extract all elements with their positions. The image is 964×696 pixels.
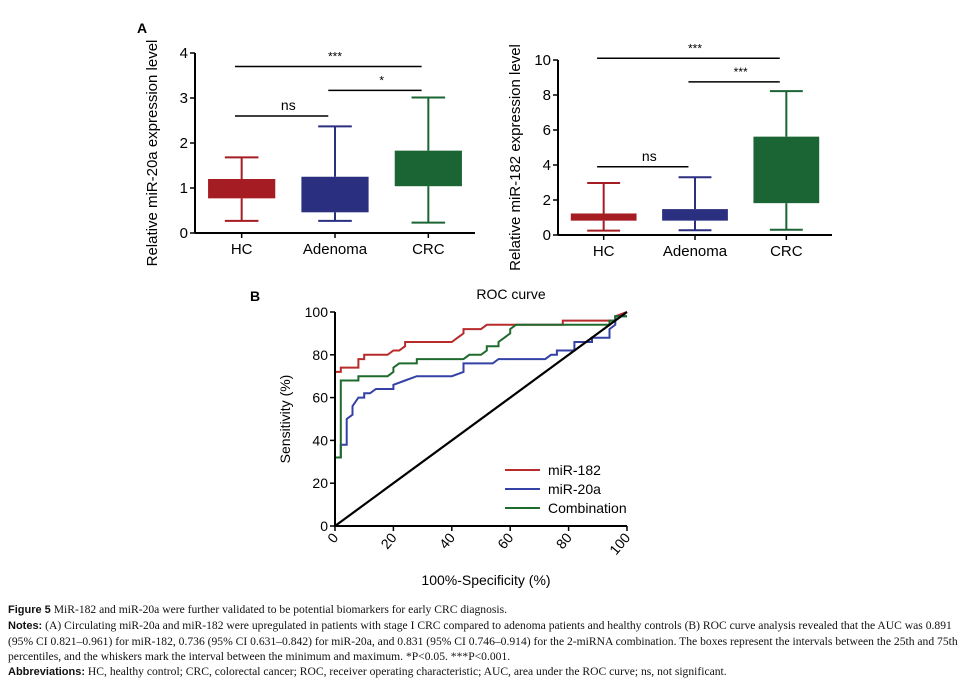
y-tick-label: 40 [312,432,328,448]
legend-label: miR-20a [548,481,601,497]
box-iqr [394,150,462,187]
x-tick-label: 0 [324,529,341,545]
y-tick-label: 6 [543,122,551,139]
y-tick-label: 2 [543,192,551,209]
x-tick-label: HC [231,241,253,258]
significance-label: *** [688,41,702,55]
x-tick-label: 40 [436,529,458,551]
x-tick-label: 100 [606,529,633,557]
y-axis-label: Sensitivity (%) [277,375,293,464]
y-tick-label: 0 [320,518,328,534]
y-tick-label: 4 [543,157,551,174]
x-tick-label: Adenoma [663,243,728,260]
legend: miR-182 miR-20a Combination [505,462,627,516]
figure-label: Figure 5 [8,604,51,616]
figure-title: MiR-182 and miR-20a were further validat… [53,603,508,616]
box-plot-mir20a: 0 1 2 3 4 HC Adenoma CRC Relative miR-20a expres… [144,40,475,267]
box-iqr [301,176,369,213]
abbreviations-text: HC, healthy control; CRC, colorectal can… [87,665,727,678]
notes-text: (A) Circulating miR-20a and miR-182 were… [8,619,958,663]
roc-line-reference [334,311,628,527]
x-tick-label: 60 [494,529,516,551]
y-tick-label: 1 [180,180,188,197]
y-tick-label: 100 [305,304,329,320]
x-tick-label: HC [593,243,615,260]
abbreviations-label: Abbreviations: [8,666,86,678]
box-iqr [662,209,728,221]
x-tick-label: CRC [770,243,803,260]
box-hc [570,182,637,232]
legend-label: miR-182 [548,462,601,478]
significance-label: ns [281,97,296,113]
y-tick-label: 8 [543,87,551,104]
y-tick-label: 20 [312,475,328,491]
y-tick-label: 2 [180,135,188,152]
significance-label: *** [328,50,342,64]
box-iqr [208,179,276,199]
significance-label: *** [734,65,748,79]
roc-line-combination [334,315,627,526]
box-hc [208,156,276,222]
x-tick-label: Adenoma [303,241,368,258]
y-tick-label: 0 [180,225,188,242]
x-tick-label: 20 [377,529,399,551]
roc-chart: ROC curve 0 20 40 60 80 100 0 20 40 60 80 100 Sensiti… [277,286,633,588]
figure-caption: Figure 5 MiR-182 and miR-20a were furthe… [8,602,960,680]
roc-line-mir-182 [334,311,628,526]
box-plot-mir182: 0 2 4 6 8 10 HC Adenoma CRC Relative miR-182 expr… [507,41,832,271]
box-iqr [753,136,820,204]
box-adenoma [662,176,728,232]
y-tick-label: 4 [180,45,188,62]
legend-label: Combination [548,500,627,516]
box-crc [394,96,462,224]
x-tick-label: 80 [553,529,575,551]
y-axis-label: Relative miR-182 expression level [507,44,524,271]
chart-title: ROC curve [476,286,545,302]
figure: A B 0 1 2 3 4 HC Adenoma CRC Relative miR-20a ex… [137,20,832,588]
x-axis-label: 100%-Specificity (%) [421,572,550,588]
box-crc [753,90,820,231]
y-tick-label: 60 [312,390,328,406]
box-iqr [570,213,637,221]
y-tick-label: 80 [312,347,328,363]
y-axis-label: Relative miR-20a expression level [144,40,161,267]
notes-label: Notes: [8,620,43,632]
roc-line-mir-20a [334,315,627,526]
y-tick-label: 3 [180,90,188,107]
significance-label: * [379,73,384,87]
x-tick-label: CRC [412,241,445,258]
box-adenoma [301,125,369,222]
panel-a-label: A [137,20,147,36]
panel-b-label: B [250,288,260,304]
y-tick-label: 10 [534,52,551,69]
y-tick-label: 0 [543,227,551,244]
significance-label: ns [642,148,657,164]
